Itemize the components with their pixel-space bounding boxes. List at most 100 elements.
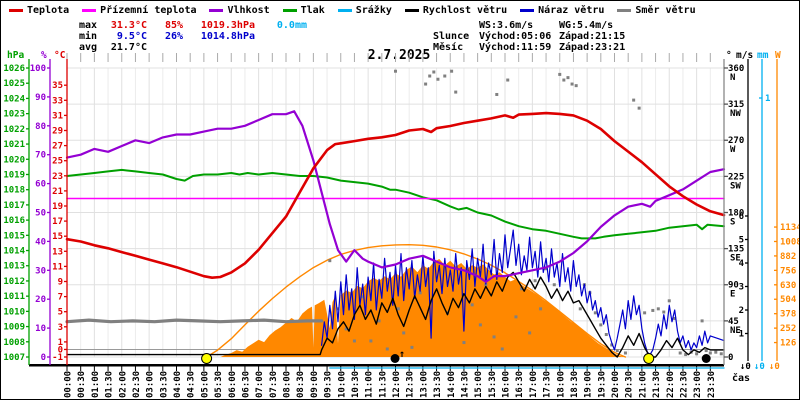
series-area-Osvit skutečný: [220, 259, 626, 357]
legend-item-5: Rychlost větru: [404, 5, 507, 16]
right-tick-label: 126: [780, 339, 796, 349]
wind-direction-point: [604, 333, 608, 337]
wind-direction-point: [574, 84, 578, 88]
wind-direction-point: [450, 69, 454, 73]
time-tick-label: 16:30: [515, 371, 525, 398]
moonrise-marker-arrow: ↑: [399, 349, 405, 360]
time-tick-label: 15:30: [488, 371, 498, 398]
time-tick-label: 06:00: [228, 371, 238, 398]
direction-tick-label: 0: [728, 353, 733, 363]
wind-direction-point: [328, 259, 332, 263]
time-tick-label: 06:30: [241, 371, 251, 398]
wind-direction-point: [519, 287, 523, 291]
ms-tick-label: 5: [739, 236, 744, 246]
axis-tick-label: 1020: [3, 155, 25, 165]
legend-label: Přízemní teplota: [100, 5, 197, 16]
legend-swatch: [337, 9, 352, 12]
right-tick-label: 756: [780, 266, 796, 276]
stats-value: 1014.8hPa: [200, 31, 255, 42]
wind-direction-point: [454, 90, 458, 94]
axis-tick-label: 33: [52, 96, 63, 106]
wind-direction-point: [443, 74, 447, 78]
time-tick-label: 09:30: [324, 371, 334, 398]
stats-value: 85%: [164, 20, 183, 31]
axis-tick-label: 1010: [3, 307, 25, 317]
wind-direction-point: [506, 78, 510, 82]
time-tick-label: 00:30: [77, 371, 87, 398]
axis-tick-label: 1023: [3, 110, 25, 120]
stats-value: 9.5°C: [116, 31, 147, 42]
time-tick-label: 12:30: [406, 371, 416, 398]
astro-value: Východ:11:59: [479, 42, 552, 53]
axis-tick-label: 9: [58, 278, 63, 288]
wind-direction-point: [484, 283, 488, 287]
axis-tick-label: 1008: [3, 338, 25, 348]
direction-tick-label: 360: [728, 64, 744, 74]
legend-item-7: Směr větru: [617, 5, 696, 16]
time-tick-label: 14:30: [460, 371, 470, 398]
sunrise-marker: [201, 353, 213, 364]
wind-direction-point: [544, 267, 548, 271]
direction-compass-label: NE: [730, 326, 741, 336]
axis-tick-label: 19: [52, 202, 63, 212]
time-tick-label: 23:30: [707, 371, 717, 398]
right-tick-label: 252: [780, 324, 796, 334]
axis-tick-label: 17: [52, 217, 63, 227]
right-tick-label: 378: [780, 310, 796, 320]
ms-tick-label: 3: [739, 283, 744, 293]
wind-direction-point: [478, 323, 482, 327]
wind-direction-point: [539, 307, 543, 311]
direction-compass-label: N: [730, 73, 735, 83]
wind-direction-point: [514, 315, 518, 319]
right-tick-label: 504: [780, 295, 797, 305]
moonset-marker: [701, 354, 711, 363]
axis-tick-label: 23: [52, 172, 63, 182]
axis-tick-label: 10: [35, 324, 46, 334]
axis-tick-label: 1026: [3, 64, 25, 74]
legend-swatch: [520, 9, 535, 12]
axis-tick-label: 1021: [3, 140, 25, 150]
wind-direction-point: [396, 307, 400, 311]
wind-direction-point: [632, 98, 636, 102]
chart-title: 2.7.2025: [367, 48, 431, 63]
wind-direction-point: [402, 331, 406, 335]
axis-tick-label: 1018: [3, 186, 25, 196]
legend-label: Náraz větru: [538, 5, 605, 16]
axis-title-mm: mm: [757, 50, 769, 61]
series-line-Tlak: [66, 168, 725, 240]
time-tick-label: 00:00: [64, 371, 74, 398]
axis-tick-label: 100: [30, 64, 46, 74]
time-tick-label: 04:00: [173, 371, 183, 398]
wind-direction-point: [643, 311, 647, 315]
wind-direction-point: [673, 316, 677, 320]
wind-direction-point: [495, 92, 499, 96]
wind-direction-point: [566, 76, 570, 80]
time-tick-label: 03:30: [159, 371, 169, 398]
stats-value: 31.3°C: [110, 20, 147, 31]
wind-direction-point: [570, 82, 574, 86]
wind-direction-point: [470, 303, 474, 307]
time-tick-label: 16:00: [502, 371, 512, 398]
direction-tick-label: 180: [728, 208, 744, 218]
right-tick-label: 1134: [780, 223, 799, 233]
time-tick-label: 23:00: [693, 371, 703, 398]
direction-compass-label: NW: [730, 109, 741, 119]
time-tick-label: 02:30: [132, 371, 142, 398]
axis-tick-label: 30: [35, 266, 46, 276]
time-tick-label: 17:00: [529, 371, 539, 398]
time-tick-label: 18:30: [570, 371, 580, 398]
astro-value: WG:5.4m/s: [559, 20, 614, 31]
axis-tick-label: 1024: [3, 94, 25, 104]
wind-direction-point: [361, 295, 365, 299]
wind-direction-point: [704, 349, 708, 353]
axis-tick-label: 1016: [3, 216, 25, 226]
axis-tick-label: 0: [41, 353, 46, 363]
axis-title-direction: °: [726, 50, 732, 61]
axis-tick-label: 1022: [3, 125, 25, 135]
time-tick-label: 09:00: [310, 371, 320, 398]
right-tick-label: 882: [780, 252, 796, 262]
legend-item-6: Náraz větru: [520, 5, 604, 16]
legend-swatch: [82, 9, 97, 12]
wind-direction-point: [700, 319, 704, 323]
